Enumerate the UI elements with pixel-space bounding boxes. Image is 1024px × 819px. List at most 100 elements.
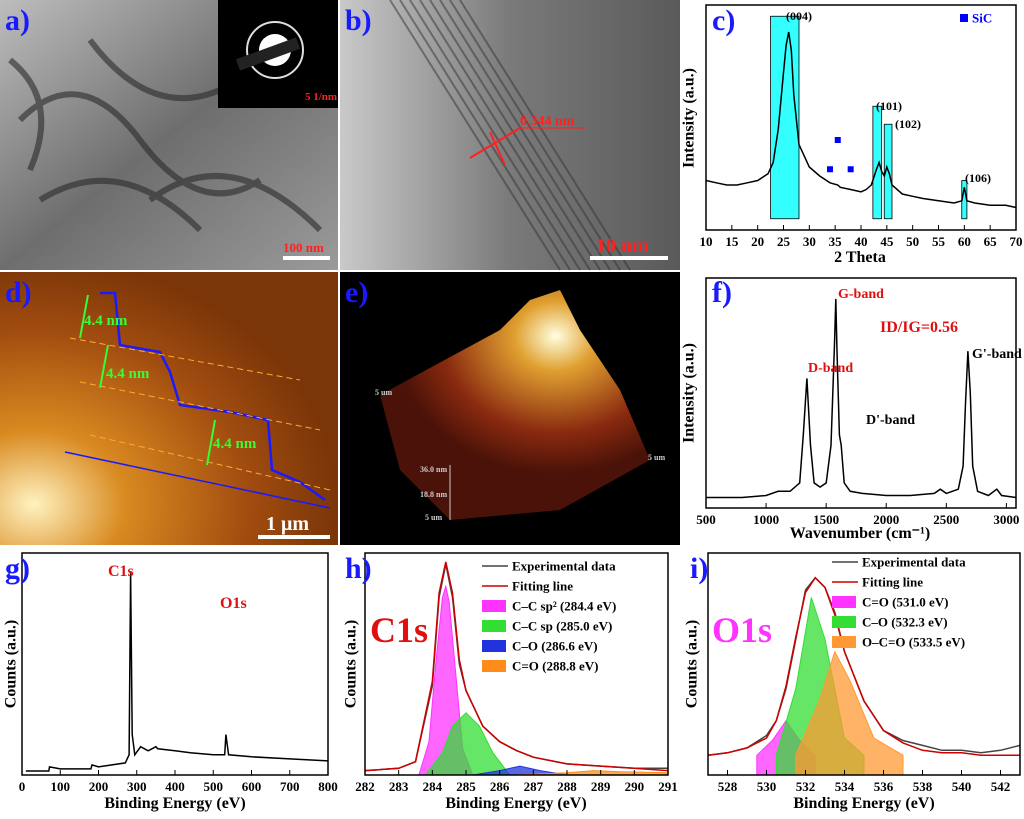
legend-label: Fitting line xyxy=(862,575,923,590)
x-tick-label: 20 xyxy=(751,234,764,249)
panel-label: e) xyxy=(345,276,368,309)
panel-label: f) xyxy=(712,276,732,309)
axis-label: 5 um xyxy=(375,388,392,397)
annotation: ID/IG=0.56 xyxy=(880,319,958,336)
annotation: D-band xyxy=(808,361,853,376)
x-tick-label: 282 xyxy=(355,779,375,794)
x-tick-label: 70 xyxy=(1010,234,1023,249)
x-tick-label: 40 xyxy=(855,234,868,249)
x-tick-label: 35 xyxy=(829,234,843,249)
panel-label: d) xyxy=(5,276,32,309)
plot-background xyxy=(706,5,1016,230)
x-tick-label: 2000 xyxy=(873,512,899,527)
line xyxy=(707,576,1021,757)
x-tick-label: 534 xyxy=(835,779,855,794)
annotation: G'-band xyxy=(972,347,1022,362)
beam-stop xyxy=(235,37,301,71)
marker xyxy=(847,166,854,173)
x-tick-label: 288 xyxy=(557,779,577,794)
lattice-fringes xyxy=(389,0,631,271)
x-tick-label: 540 xyxy=(952,779,972,794)
x-tick-label: 700 xyxy=(280,779,300,794)
axis-label: 5 um xyxy=(425,513,442,522)
x-tick-label: 528 xyxy=(718,779,738,794)
step-label: 4.4 nm xyxy=(84,313,128,329)
axes-frame xyxy=(707,552,1021,776)
panel-label: c) xyxy=(712,4,735,37)
x-tick-label: 538 xyxy=(913,779,933,794)
x-tick-label: 50 xyxy=(906,234,919,249)
panel-b: 0.344 nm 10 nm b) xyxy=(340,0,680,271)
ring xyxy=(246,21,304,79)
plot-background xyxy=(706,278,1016,508)
line xyxy=(707,576,1020,757)
legend-swatch xyxy=(832,636,856,648)
x-tick-label: 500 xyxy=(696,512,716,527)
surface xyxy=(380,290,650,520)
x-tick-label: 289 xyxy=(591,779,611,794)
x-tick-label: 542 xyxy=(991,779,1011,794)
x-tick-label: 287 xyxy=(524,779,544,794)
y-axis-label: Counts (a.u.) xyxy=(3,620,20,708)
step-arrow xyxy=(99,344,109,389)
annotation: C1s xyxy=(370,610,428,650)
x-tick-label: 532 xyxy=(796,779,816,794)
x-tick-label: 100 xyxy=(51,779,71,794)
legend-label: Experimental data xyxy=(862,555,966,570)
highlight-box xyxy=(770,15,800,220)
legend-label: O–C=O (533.5 eV) xyxy=(862,635,965,650)
x-tick-label: 290 xyxy=(625,779,645,794)
x-tick-label: 200 xyxy=(89,779,109,794)
legend-swatch xyxy=(482,620,506,632)
legend-label: Experimental data xyxy=(512,559,616,574)
x-axis-label: Wavenumber (cm⁻¹) xyxy=(790,525,930,542)
marker xyxy=(834,137,841,143)
legend-label: C=O (288.8 eV) xyxy=(512,659,598,674)
panel-label: a) xyxy=(5,4,30,37)
x-tick-label: 60 xyxy=(958,234,971,249)
height-profile xyxy=(100,291,326,502)
x-tick-label: 25 xyxy=(777,234,791,249)
step-arrow xyxy=(206,419,216,466)
axes-frame xyxy=(364,552,669,776)
guide xyxy=(69,337,301,381)
x-axis-label: Binding Energy (eV) xyxy=(104,795,245,812)
x-axis-label: 2 Theta xyxy=(834,249,886,266)
x-tick-label: 600 xyxy=(242,779,262,794)
x-tick-label: 400 xyxy=(165,779,185,794)
x-tick-label: 283 xyxy=(389,779,409,794)
z-tick: 18.8 nm xyxy=(420,490,447,499)
x-tick-label: 530 xyxy=(757,779,777,794)
x-axis-label: Binding Energy (eV) xyxy=(793,795,934,812)
annotation: D'-band xyxy=(866,413,915,428)
x-tick-label: 45 xyxy=(880,234,894,249)
panel-label: b) xyxy=(345,4,372,37)
annotation: C1s xyxy=(108,563,134,580)
scale-label: 10 nm xyxy=(596,235,649,257)
legend-swatch xyxy=(832,616,856,628)
x-tick-label: 3000 xyxy=(993,512,1019,527)
legend-label: SiC xyxy=(972,11,992,26)
x-tick-label: 536 xyxy=(874,779,894,794)
x-tick-label: 500 xyxy=(204,779,224,794)
panel-e: 36.0 nm 18.8 nm 5 um 5 um 5 um e) xyxy=(340,272,680,545)
legend-swatch xyxy=(832,596,856,608)
x-tick-label: 285 xyxy=(456,779,476,794)
legend-label: C–O (532.3 eV) xyxy=(862,615,948,630)
axis-label: 5 um xyxy=(648,453,665,462)
x-tick-label: 1000 xyxy=(753,512,779,527)
line xyxy=(706,298,1017,499)
y-axis-label: Intensity (a.u.) xyxy=(681,68,698,168)
y-axis-label: Counts (a.u.) xyxy=(684,620,701,708)
chart: 282 283 284 285 286 287 288 289 290 291 Binding En… xyxy=(343,552,678,812)
panel-label: g) xyxy=(5,552,30,585)
x-tick-label: 1500 xyxy=(813,512,839,527)
profile-line xyxy=(64,451,331,509)
line xyxy=(364,561,669,772)
legend-label: C–O (286.6 eV) xyxy=(512,639,598,654)
step-arrow xyxy=(79,294,89,339)
x-tick-label: 800 xyxy=(318,779,338,794)
x-tick-label: 65 xyxy=(984,234,998,249)
